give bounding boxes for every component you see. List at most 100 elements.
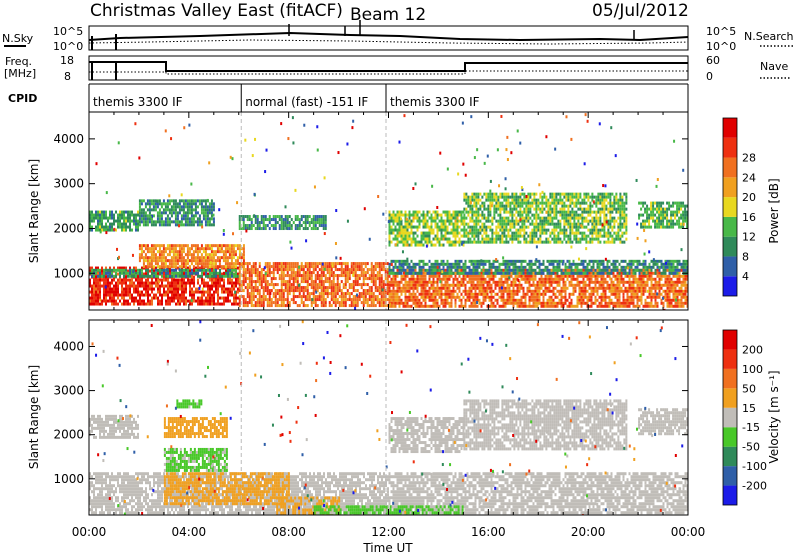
velocity-colorbar-tick: 100 [742,363,763,376]
nsky-right-scale-top: 10^5 [706,25,736,38]
y-tick-label: 1000 [53,266,84,280]
nsky-scale-top: 10^5 [53,25,83,38]
heatmap-region [388,259,688,275]
nave-scale-top: 60 [706,54,720,67]
x-tick-label: 00:00 [671,525,706,539]
colorbar-swatch [723,276,737,296]
nsky-trace [88,31,689,42]
nave-scale-bottom: 0 [706,70,713,83]
nsky-scale-bottom: 10^0 [53,40,83,53]
x-tick-label: 04:00 [172,525,207,539]
power-colorbar-tick: 12 [742,231,756,244]
nsky-label: N.Sky [2,32,34,45]
colorbar-swatch [723,216,737,237]
cpid-segment-label: themis 3300 IF [93,95,183,109]
colorbar-swatch [723,137,737,158]
power-colorbar-tick: 20 [742,191,756,204]
power-panel: 1000 2000 3000 4000 Slant Range [km] [27,111,689,311]
colorbar-swatch [723,256,737,277]
velocity-colorbar-tick: 15 [742,402,756,415]
power-y-axis-label: Slant Range [km] [27,159,41,263]
cpid-segment-label: normal (fast) -151 IF [245,95,368,109]
heatmap-region [138,199,215,227]
freq-trace [89,61,688,72]
plot-title: Christmas Valley East (fitACF) [90,1,343,21]
power-colorbar-tick: 8 [742,250,749,263]
x-tick-label: 20:00 [571,525,606,539]
power-colorbar-tick: 24 [742,171,756,184]
x-tick-label: 12:00 [371,525,406,539]
heatmap-region [238,262,389,308]
velocity-colorbar: 200 100 50 15 -15 -50 -100 -200 Velocity [m s⁻¹… [722,329,781,506]
velocity-colorbar-tick: 200 [742,343,763,356]
y-tick-label: 2000 [53,428,84,442]
heatmap-region [238,215,327,231]
heatmap-region [138,244,245,269]
heatmap-region [163,447,228,472]
colorbar-swatch [723,330,737,350]
heatmap-region [163,417,228,439]
date-label: 05/Jul/2012 [592,1,689,21]
freq-label: Freq. [5,55,32,68]
heatmap-region [388,472,688,515]
colorbar-swatch [723,197,737,217]
colorbar-swatch [723,236,737,257]
velocity-colorbar-tick: -15 [742,421,760,434]
y-tick-label: 4000 [53,132,84,146]
nave-label: Nave [760,60,788,73]
x-tick-label: 00:00 [72,525,107,539]
y-tick-label: 4000 [53,339,84,353]
nsky-strip: N.Sky 10^5 10^0 10^5 10^0 N.Search [2,20,795,53]
power-colorbar-tick: 16 [742,211,756,224]
velocity-colorbar-tick: -100 [742,460,767,473]
heatmap-region [463,399,628,451]
freq-scale-top: 18 [60,54,74,67]
nsearch-label: N.Search [744,30,794,43]
colorbar-swatch [723,368,737,389]
heatmap-region [388,210,465,247]
colorbar-swatch [723,485,737,505]
cpid-strip: CPID themis 3300 IF normal (fast) -151 IF… [8,83,689,112]
heatmap-region [638,408,688,436]
heatmap-region [163,472,290,506]
y-tick-label: 3000 [53,384,84,398]
colorbar-swatch [723,349,737,369]
freq-strip: Freq. [MHz] 18 8 60 0 Nave [4,54,790,83]
beam-label: Beam 12 [350,5,426,25]
colorbar-swatch [723,466,737,486]
cpid-label: CPID [8,92,37,105]
colorbar-swatch [723,118,737,138]
heatmap-region [388,417,465,454]
x-tick-label: 08:00 [271,525,306,539]
power-colorbar-tick: 28 [742,152,756,165]
heatmap-region [638,201,688,229]
colorbar-swatch [723,157,737,178]
nsearch-trace [88,39,689,45]
y-tick-label: 2000 [53,221,84,235]
velocity-colorbar-tick: -50 [742,441,760,454]
heatmap-region [463,192,628,244]
heatmap-region [89,268,239,278]
freq-unit-label: [MHz] [4,67,36,80]
power-colorbar: 4 8 12 16 20 24 28 Power [dB] [722,117,781,297]
x-axis-label: Time UT [362,541,413,554]
freq-scale-bottom: 8 [64,70,71,83]
heatmap-region [176,399,203,409]
noise-points [91,320,685,515]
heatmap-region [89,414,139,439]
y-tick-label: 3000 [53,177,84,191]
velocity-y-axis-label: Slant Range [km] [27,365,41,469]
nsky-right-scale-bottom: 10^0 [706,40,736,53]
velocity-panel: 1000 2000 3000 4000 Slant Range [km] [27,319,689,516]
power-colorbar-label: Power [dB] [767,178,781,243]
velocity-colorbar-label: Velocity [m s⁻¹] [767,370,781,463]
velocity-colorbar-tick: -200 [742,480,767,493]
nave-trace [89,70,688,75]
colorbar-swatch [723,427,737,447]
power-colorbar-tick: 4 [742,270,749,283]
colorbar-swatch [723,446,737,467]
colorbar-swatch [723,177,737,198]
heatmap-region [89,210,139,232]
colorbar-swatch [723,388,737,408]
